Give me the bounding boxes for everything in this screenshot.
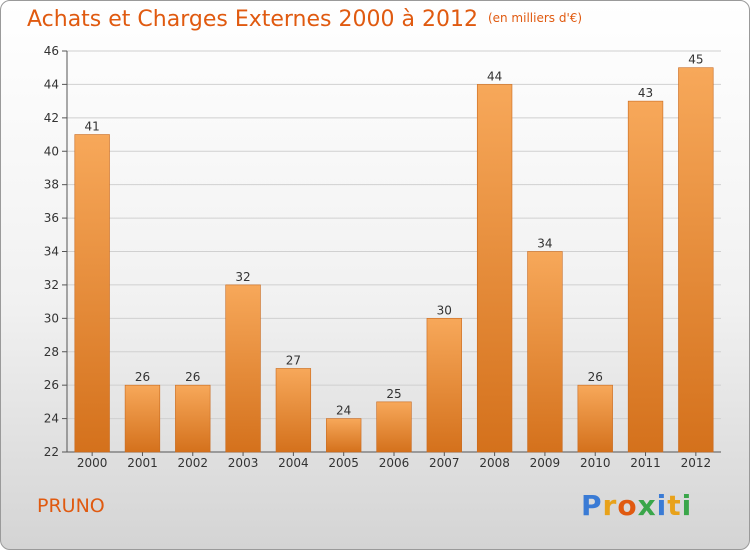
y-tick-label: 22 xyxy=(44,445,59,459)
x-tick-label: 2003 xyxy=(228,456,259,470)
bar-layer xyxy=(74,67,714,453)
logo-letter: x xyxy=(637,489,657,522)
bar-value-label: 32 xyxy=(235,270,250,284)
logo-letter: i xyxy=(656,489,668,522)
y-tick-label: 24 xyxy=(44,412,59,426)
commune-name: PRUNO xyxy=(37,495,105,517)
bar-2003 xyxy=(225,284,261,453)
bar-2012 xyxy=(678,67,714,453)
bar-2001 xyxy=(124,384,161,453)
x-tick-label: 2012 xyxy=(681,456,712,470)
bar-2004 xyxy=(275,368,312,453)
x-tick-label: 2001 xyxy=(127,456,158,470)
y-tick-label: 46 xyxy=(44,44,59,58)
bar-2005 xyxy=(326,418,362,453)
bar-2002 xyxy=(175,384,211,453)
logo-letter: i xyxy=(681,489,693,522)
x-tick-label: 2010 xyxy=(580,456,611,470)
y-tick-label: 34 xyxy=(44,245,59,259)
logo-letter: o xyxy=(617,489,638,522)
x-tick-label: 2005 xyxy=(328,456,359,470)
bar-value-label: 26 xyxy=(588,370,603,384)
bar-value-label: 34 xyxy=(537,237,552,251)
chart-title: Achats et Charges Externes 2000 à 2012 (e… xyxy=(27,7,582,32)
bar-2011 xyxy=(627,100,664,453)
bar-2010 xyxy=(577,384,613,453)
bar-value-label: 26 xyxy=(185,370,200,384)
chart-title-text: Achats et Charges Externes 2000 à 2012 xyxy=(27,7,478,32)
bar-2009 xyxy=(527,251,563,453)
proxiti-logo: Proxiti xyxy=(581,489,692,522)
bar-value-label: 30 xyxy=(437,303,452,317)
bar-2008 xyxy=(476,84,513,453)
bar-value-label: 26 xyxy=(135,370,150,384)
label-layer: 41 2000 26 2001 26 2002 32 2003 27 2004 24 2005 25 20… xyxy=(77,53,711,470)
bar-value-label: 41 xyxy=(85,120,100,134)
x-tick-label: 2007 xyxy=(429,456,460,470)
x-tick-label: 2009 xyxy=(530,456,561,470)
x-tick-label: 2006 xyxy=(379,456,410,470)
y-tick-label: 28 xyxy=(44,345,59,359)
bar-2007 xyxy=(426,318,462,453)
bar-2006 xyxy=(376,401,412,453)
logo-letter: t xyxy=(667,489,682,522)
bar-value-label: 24 xyxy=(336,404,351,418)
x-tick-label: 2011 xyxy=(630,456,661,470)
y-tick-label: 44 xyxy=(44,77,59,91)
x-tick-label: 2008 xyxy=(479,456,510,470)
bar-value-label: 44 xyxy=(487,69,502,83)
logo-letter: P xyxy=(581,489,603,522)
chart-unit: (en milliers d'€) xyxy=(487,11,583,25)
y-tick-label: 36 xyxy=(44,211,59,225)
x-tick-label: 2000 xyxy=(77,456,108,470)
y-tick-label: 38 xyxy=(44,178,59,192)
x-tick-label: 2004 xyxy=(278,456,309,470)
x-tick-label: 2002 xyxy=(177,456,208,470)
y-tick-label: 32 xyxy=(44,278,59,292)
y-tick-label: 40 xyxy=(44,144,59,158)
bar-value-label: 25 xyxy=(386,387,401,401)
y-tick-label: 30 xyxy=(44,311,59,325)
bar-value-label: 45 xyxy=(688,53,703,67)
bar-2000 xyxy=(74,134,110,453)
bar-value-label: 27 xyxy=(286,353,301,367)
logo-letter: r xyxy=(602,489,618,522)
y-tick-label: 42 xyxy=(44,111,59,125)
bar-value-label: 43 xyxy=(638,86,653,100)
y-tick-label: 26 xyxy=(44,378,59,392)
